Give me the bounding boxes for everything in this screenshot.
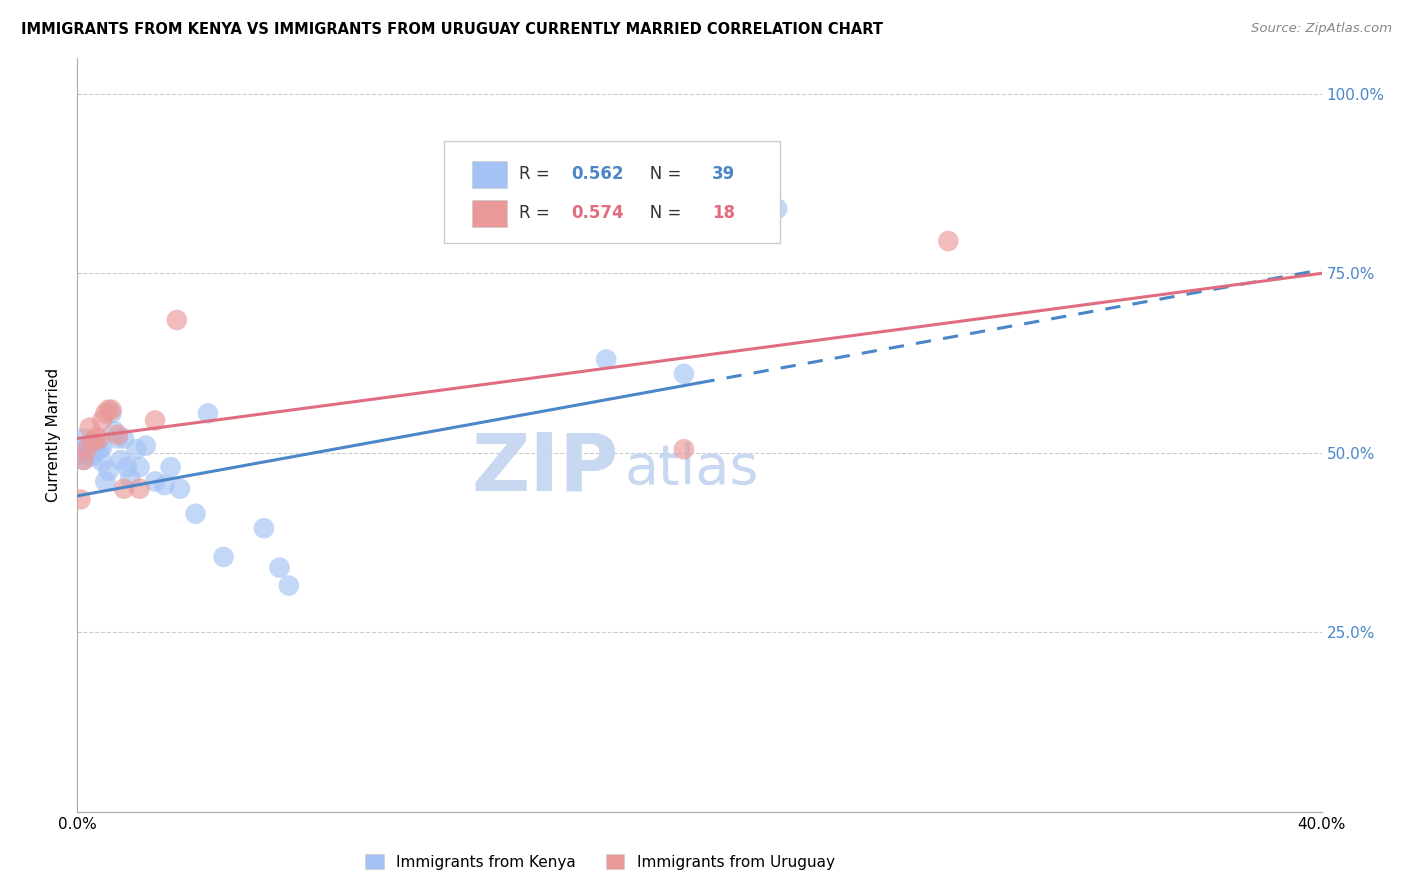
Point: [91, 454, 114, 468]
Bar: [472, 161, 506, 187]
Point: [72, 453, 94, 467]
Point: [100, 406, 122, 420]
Text: 18: 18: [711, 204, 735, 222]
Point: [672, 442, 695, 457]
Text: 0.562: 0.562: [571, 165, 624, 184]
Point: [212, 549, 235, 564]
Point: [269, 560, 291, 574]
Point: [120, 471, 142, 485]
Text: IMMIGRANTS FROM KENYA VS IMMIGRANTS FROM URUGUAY CURRENTLY MARRIED CORRELATION C: IMMIGRANTS FROM KENYA VS IMMIGRANTS FROM…: [21, 22, 883, 37]
Point: [87, 432, 110, 446]
Text: N =: N =: [634, 204, 686, 222]
Point: [69, 446, 91, 460]
Text: R =: R =: [519, 165, 555, 184]
Point: [595, 352, 617, 367]
Point: [76, 442, 98, 457]
Point: [143, 413, 166, 427]
Bar: [472, 200, 506, 227]
Point: [97, 464, 120, 478]
Text: N =: N =: [634, 165, 686, 184]
Point: [104, 424, 127, 438]
Point: [76, 440, 98, 454]
Point: [112, 432, 135, 446]
Point: [135, 439, 157, 453]
Point: [82, 435, 104, 450]
Point: [97, 402, 120, 417]
Text: 0.574: 0.574: [571, 204, 624, 222]
Point: [82, 435, 104, 450]
Point: [197, 406, 219, 420]
Point: [79, 446, 101, 460]
Point: [79, 420, 101, 434]
Text: ZIP: ZIP: [471, 430, 619, 508]
Point: [153, 478, 176, 492]
Point: [91, 413, 114, 427]
Point: [672, 367, 695, 381]
Point: [91, 440, 114, 454]
Point: [184, 507, 207, 521]
Point: [72, 432, 94, 446]
Point: [82, 450, 104, 464]
Point: [125, 442, 148, 457]
Point: [143, 475, 166, 489]
Point: [166, 313, 188, 327]
Point: [938, 234, 960, 248]
Point: [84, 430, 107, 444]
Point: [107, 428, 129, 442]
Point: [115, 460, 138, 475]
Point: [84, 444, 107, 458]
Point: [84, 437, 107, 451]
Point: [169, 482, 191, 496]
Point: [72, 453, 94, 467]
Point: [100, 402, 122, 417]
Point: [76, 447, 98, 461]
Point: [87, 442, 110, 457]
Point: [107, 432, 129, 446]
Text: R =: R =: [519, 204, 555, 222]
Point: [112, 482, 135, 496]
Y-axis label: Currently Married: Currently Married: [46, 368, 62, 502]
Text: atlas: atlas: [624, 442, 759, 496]
Point: [69, 492, 91, 507]
Point: [766, 202, 789, 216]
Text: Source: ZipAtlas.com: Source: ZipAtlas.com: [1251, 22, 1392, 36]
Point: [79, 439, 101, 453]
Text: 39: 39: [711, 165, 735, 184]
Point: [277, 579, 299, 593]
Point: [128, 482, 150, 496]
FancyBboxPatch shape: [444, 141, 780, 243]
Point: [94, 475, 117, 489]
Point: [253, 521, 276, 535]
Point: [110, 453, 132, 467]
Legend: Immigrants from Kenya, Immigrants from Uruguay: Immigrants from Kenya, Immigrants from U…: [359, 848, 841, 876]
Point: [159, 460, 181, 475]
Point: [128, 460, 150, 475]
Point: [94, 406, 117, 420]
